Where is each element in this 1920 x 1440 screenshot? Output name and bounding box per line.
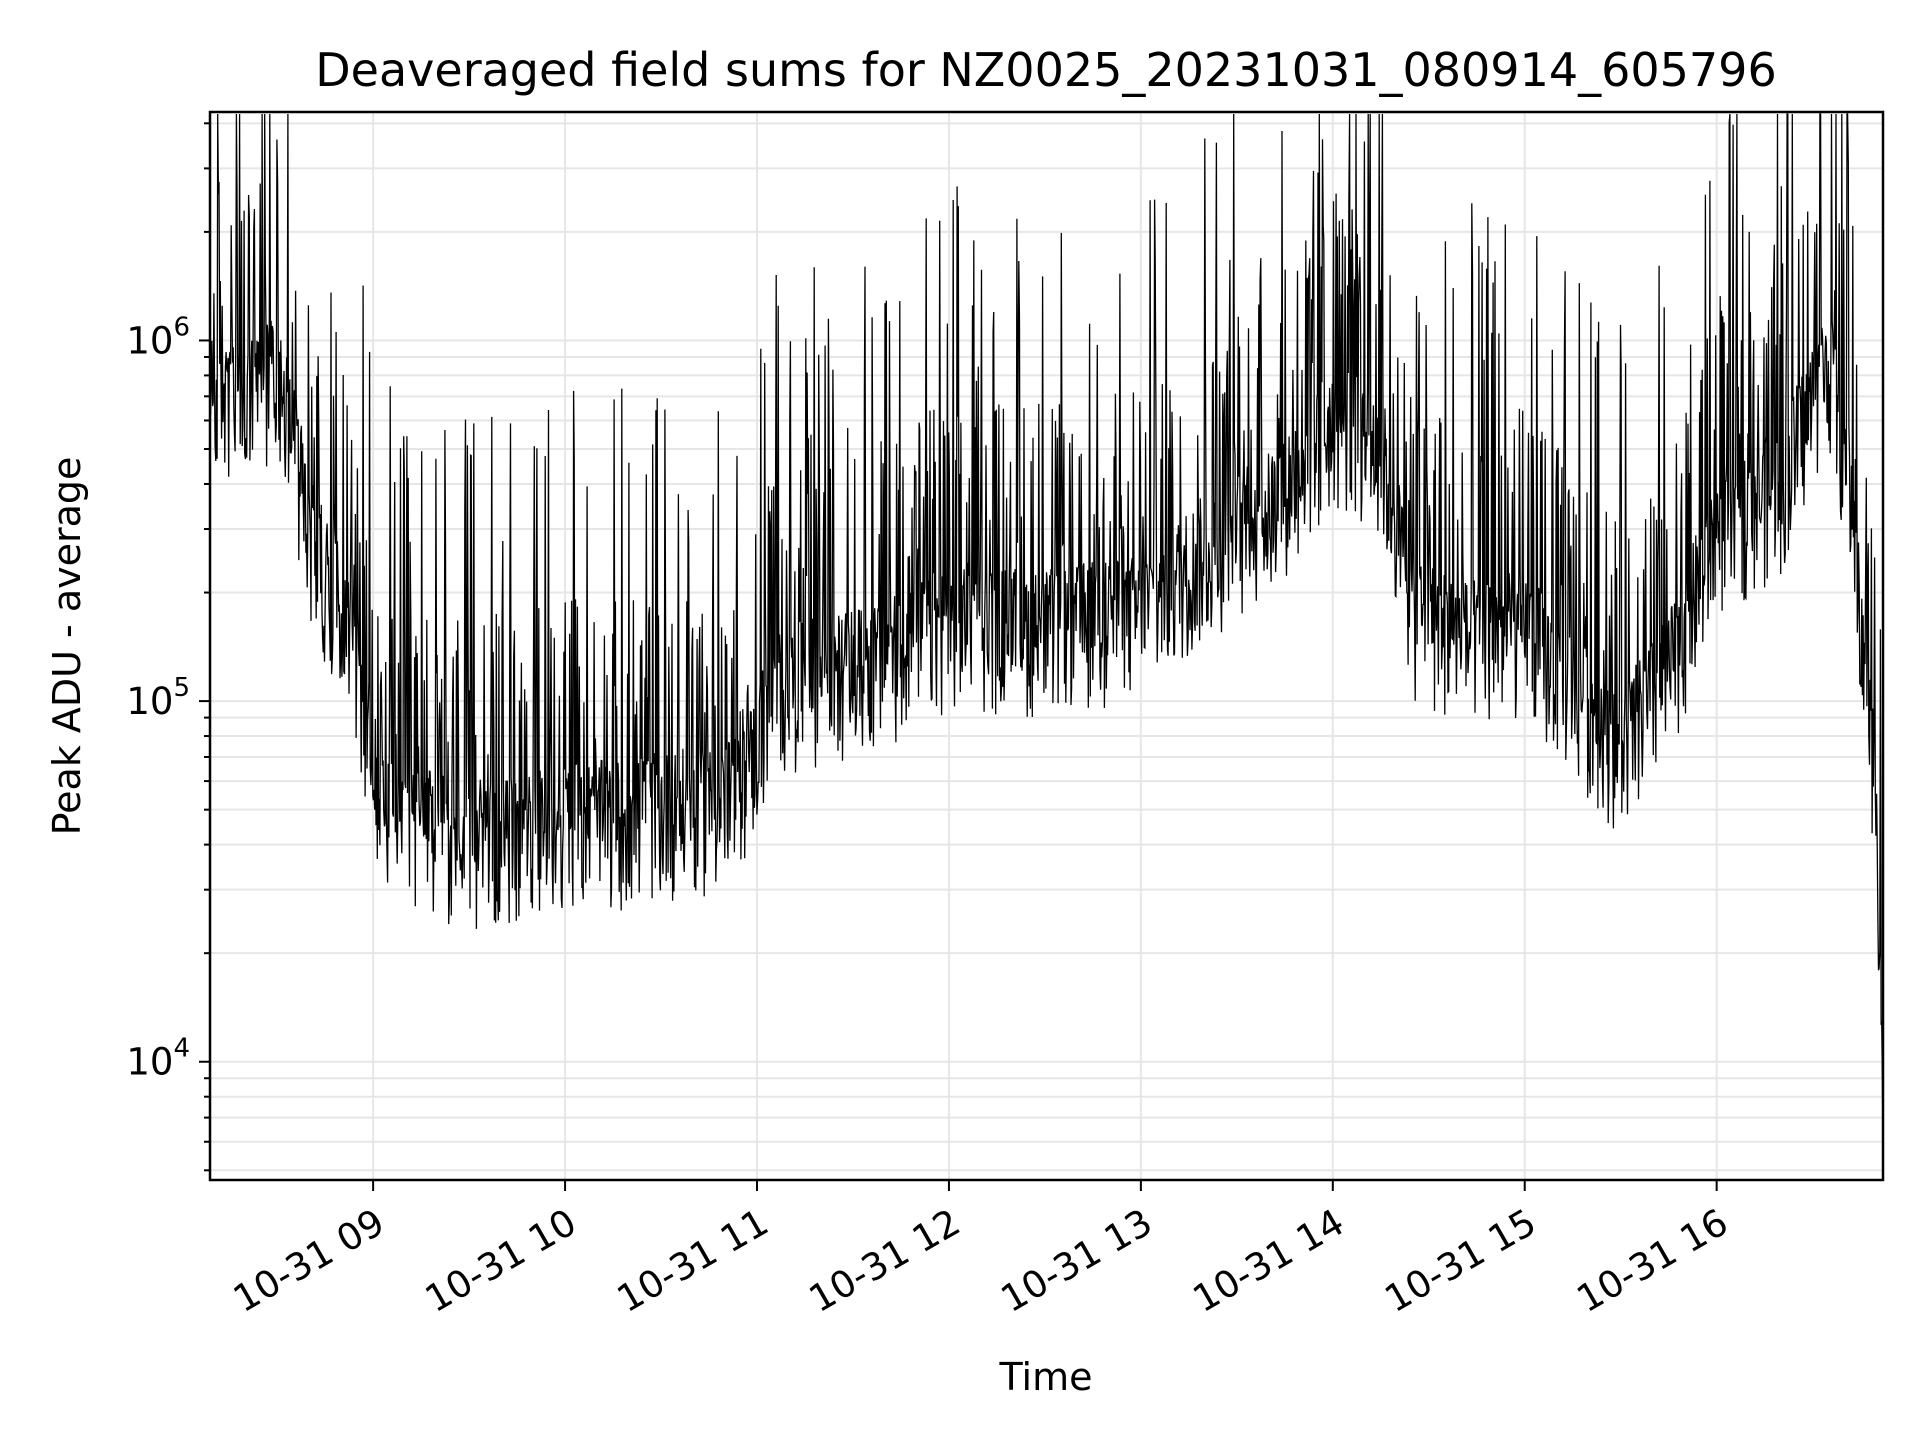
chart-title: Deaveraged field sums for NZ0025_2023103… bbox=[315, 43, 1776, 97]
x-axis-label: Time bbox=[999, 1355, 1093, 1399]
y-tick-label: 106 bbox=[126, 312, 190, 362]
y-axis-label: Peak ADU - average bbox=[45, 457, 89, 836]
series-layer bbox=[209, 113, 1884, 1152]
series-line bbox=[209, 113, 1884, 1152]
y-tick-label: 105 bbox=[126, 673, 190, 723]
plot-frame bbox=[208, 110, 1885, 1182]
y-tick-label: 104 bbox=[126, 1034, 190, 1084]
